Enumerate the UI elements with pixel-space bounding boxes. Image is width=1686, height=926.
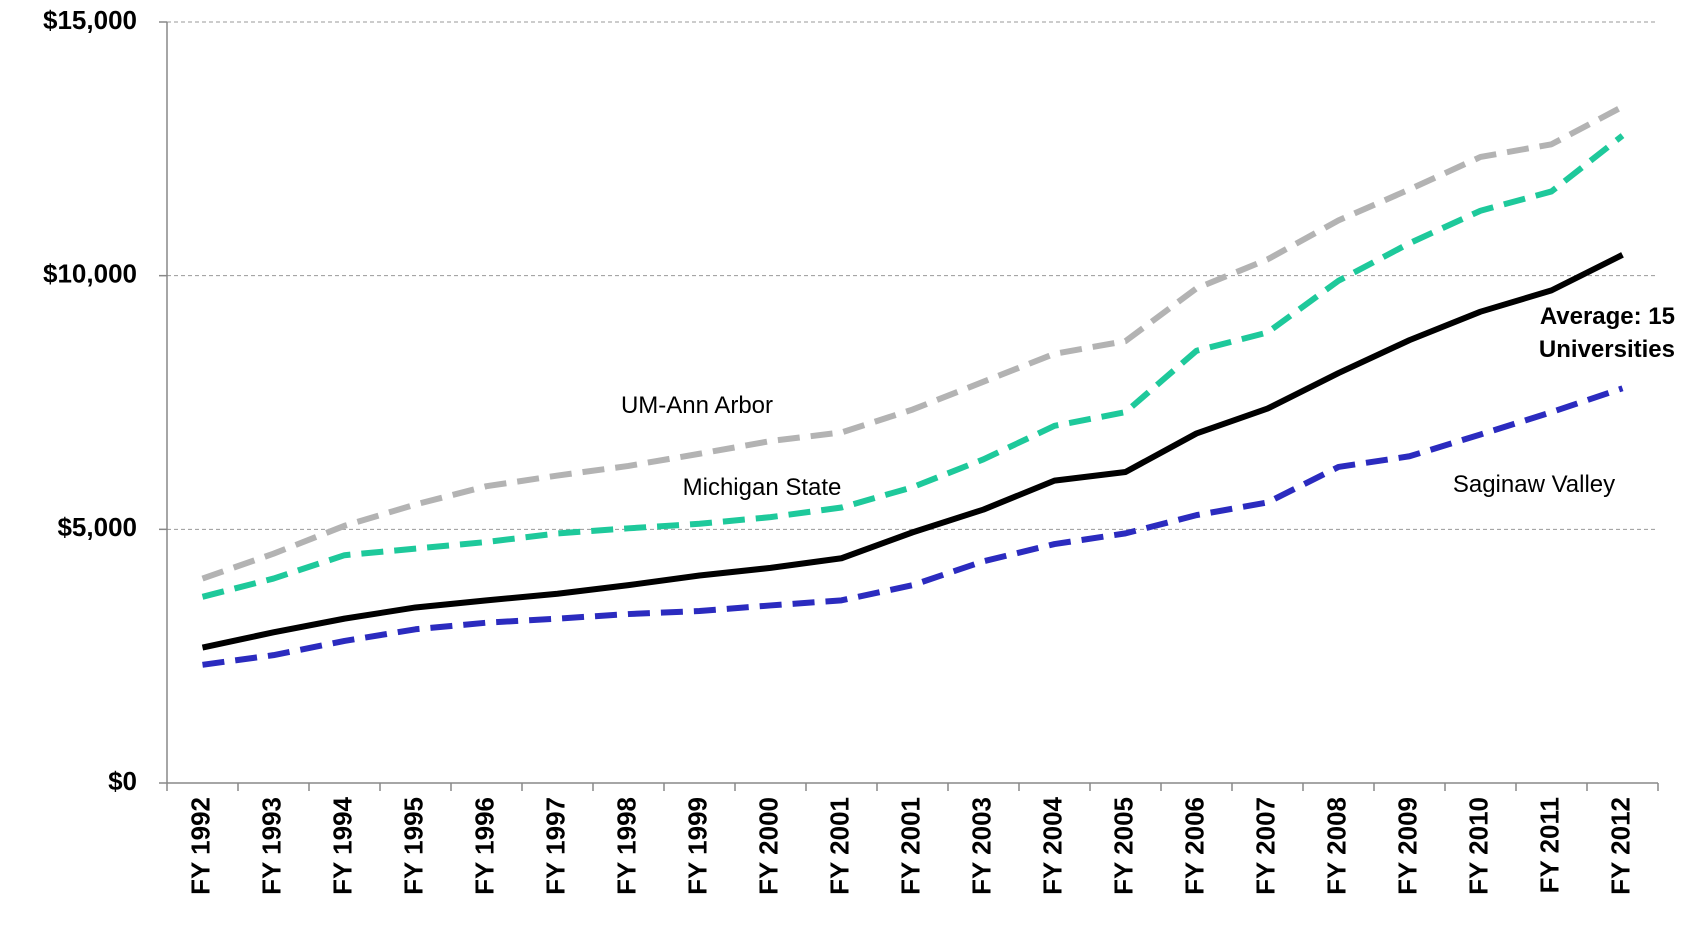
x-tick-label: FY 1994 — [327, 796, 357, 894]
x-tick-label: FY 2001 — [824, 797, 854, 895]
x-tick-label: FY 2012 — [1605, 797, 1635, 895]
series-line — [201, 252, 1624, 651]
x-tick-label: FY 2005 — [1108, 797, 1138, 895]
x-tick-label: FY 2001 — [895, 797, 925, 895]
series-line — [202, 385, 1624, 668]
x-tick-label: FY 1999 — [682, 797, 712, 895]
x-tick-label: FY 2008 — [1321, 797, 1351, 895]
x-tick-label: FY 2007 — [1250, 797, 1280, 895]
series-label: UM-Ann Arbor — [620, 392, 774, 419]
x-tick-label: FY 2011 — [1534, 797, 1564, 893]
x-tick-label: FY 1998 — [611, 797, 641, 895]
series-line — [201, 133, 1625, 600]
series-line — [201, 104, 1624, 582]
series-label: Average: 15 Universities — [1538, 303, 1675, 363]
x-tick-label: FY 2009 — [1392, 797, 1422, 895]
x-tick-label: FY 2006 — [1179, 797, 1209, 895]
series-label: Saginaw Valley — [1452, 471, 1616, 498]
x-tick-label: FY 1997 — [540, 797, 570, 895]
x-tick-label: FY 2004 — [1037, 796, 1067, 894]
x-tick-label: FY 2003 — [966, 797, 996, 895]
x-tick-label: FY 1993 — [256, 797, 286, 895]
x-tick-label: FY 1995 — [398, 797, 428, 895]
x-tick-label: FY 2010 — [1463, 797, 1493, 895]
y-tick-label: $5,000 — [57, 512, 137, 542]
x-tick-label: FY 1996 — [469, 797, 499, 895]
series-label: Michigan State — [682, 474, 842, 501]
x-tick-label: FY 1992 — [185, 797, 215, 895]
y-tick-label: $15,000 — [43, 5, 137, 35]
y-tick-label: $0 — [108, 766, 137, 796]
y-tick-label: $10,000 — [43, 259, 137, 289]
x-tick-label: FY 2000 — [753, 797, 783, 895]
